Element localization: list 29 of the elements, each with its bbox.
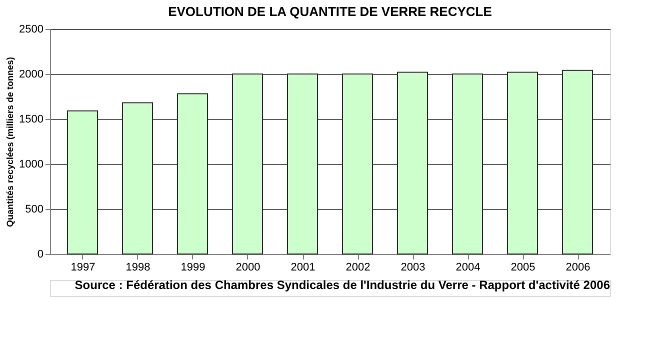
x-tick-label: 2005 <box>510 262 536 274</box>
bar <box>507 72 538 254</box>
x-tick-label: 1997 <box>70 262 96 274</box>
bar <box>342 74 373 254</box>
chart-title: EVOLUTION DE LA QUANTITE DE VERRE RECYCLE <box>168 4 492 19</box>
x-tick-label: 2000 <box>236 262 260 274</box>
bar <box>397 72 428 254</box>
bar <box>232 74 263 254</box>
x-tick-label: 2002 <box>346 262 370 274</box>
y-tick-label: 2500 <box>19 24 44 36</box>
x-tick-label: 2004 <box>456 262 480 274</box>
bar <box>287 74 318 254</box>
y-tick-label: 1500 <box>19 114 44 126</box>
y-tick-label: 0 <box>37 248 44 260</box>
bar <box>67 110 98 254</box>
y-tick-label: 2000 <box>19 68 44 80</box>
bar <box>177 93 208 254</box>
bar <box>562 70 593 254</box>
y-tick-label: 1000 <box>19 158 44 170</box>
x-tick-label: 1999 <box>180 262 206 274</box>
x-tick-label: 1998 <box>126 262 150 274</box>
bar <box>452 74 483 254</box>
y-tick-label: 500 <box>25 204 44 216</box>
x-tick-label: 2006 <box>566 262 590 274</box>
source-note: Source : Fédération des Chambres Syndicales de l'Industrie du Verre - Rapport d'activité 2006 <box>74 278 610 292</box>
bar <box>122 102 153 254</box>
x-tick-label: 2003 <box>400 262 426 274</box>
y-axis-title: Quantités recyclées (milliers de tonnes) <box>5 56 16 228</box>
x-tick-label: 2001 <box>290 262 316 274</box>
